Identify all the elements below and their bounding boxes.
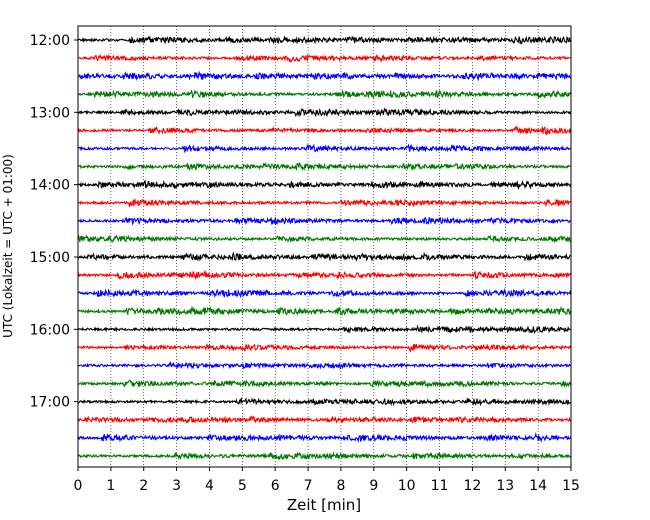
trace-1645	[77, 379, 572, 389]
trace-1245	[77, 88, 572, 99]
x-tick-label-1: 1	[106, 478, 115, 494]
trace-1300	[77, 107, 572, 118]
trace-1545	[77, 305, 572, 317]
y-tick-label-15:00: 15:00	[30, 250, 70, 266]
trace-1215	[77, 53, 571, 64]
y-tick-label-16:00: 16:00	[30, 322, 70, 338]
x-tick-label-11: 11	[431, 478, 449, 494]
trace-1515	[77, 270, 572, 281]
trace-1700	[77, 396, 571, 407]
x-tick-label-7: 7	[304, 478, 313, 494]
x-axis-ticks: 0 1 2 3 4 5 6 7 8 9 10 11 12 13 14 15	[74, 467, 580, 494]
x-tick-label-9: 9	[369, 478, 378, 494]
trace-1745	[77, 451, 572, 461]
y-tick-label-13:00: 13:00	[30, 105, 70, 121]
x-tick-label-2: 2	[139, 478, 148, 494]
trace-1315	[77, 125, 572, 136]
trace-1230	[77, 70, 572, 82]
trace-1715	[77, 415, 572, 425]
y-axis-label: UTC (Lokalzeit = UTC + 01:00)	[1, 154, 15, 338]
x-tick-label-8: 8	[336, 478, 345, 494]
x-tick-label-12: 12	[463, 478, 481, 494]
seismic-traces	[77, 35, 572, 461]
x-tick-label-13: 13	[496, 478, 514, 494]
y-tick-label-17:00: 17:00	[30, 395, 70, 411]
x-tick-label-0: 0	[74, 478, 83, 494]
x-axis-label: Zeit [min]	[287, 496, 361, 514]
trace-1345	[77, 161, 571, 172]
trace-1200	[77, 35, 572, 46]
plot-frame	[77, 25, 572, 468]
x-tick-label-5: 5	[238, 478, 247, 494]
trace-1430	[77, 216, 572, 226]
x-tick-label-4: 4	[205, 478, 214, 494]
trace-1445	[77, 234, 572, 244]
trace-1530	[77, 288, 572, 299]
trace-1600	[77, 324, 571, 334]
trace-1730	[77, 431, 572, 444]
trace-1415	[77, 198, 572, 208]
trace-1330	[77, 143, 571, 154]
y-tick-label-12:00: 12:00	[30, 33, 70, 49]
y-tick-label-14:00: 14:00	[30, 178, 70, 194]
x-tick-label-6: 6	[271, 478, 280, 494]
x-tick-label-10: 10	[398, 478, 416, 494]
trace-1630	[77, 361, 571, 371]
trace-1615	[77, 342, 572, 354]
trace-1400	[77, 179, 572, 191]
x-tick-label-14: 14	[529, 478, 547, 494]
y-axis-ticks: 12:00 13:00 14:00 15:00 16:00 17:00	[30, 33, 78, 411]
x-tick-label-15: 15	[562, 478, 580, 494]
trace-1500	[77, 251, 571, 262]
x-tick-label-3: 3	[172, 478, 181, 494]
